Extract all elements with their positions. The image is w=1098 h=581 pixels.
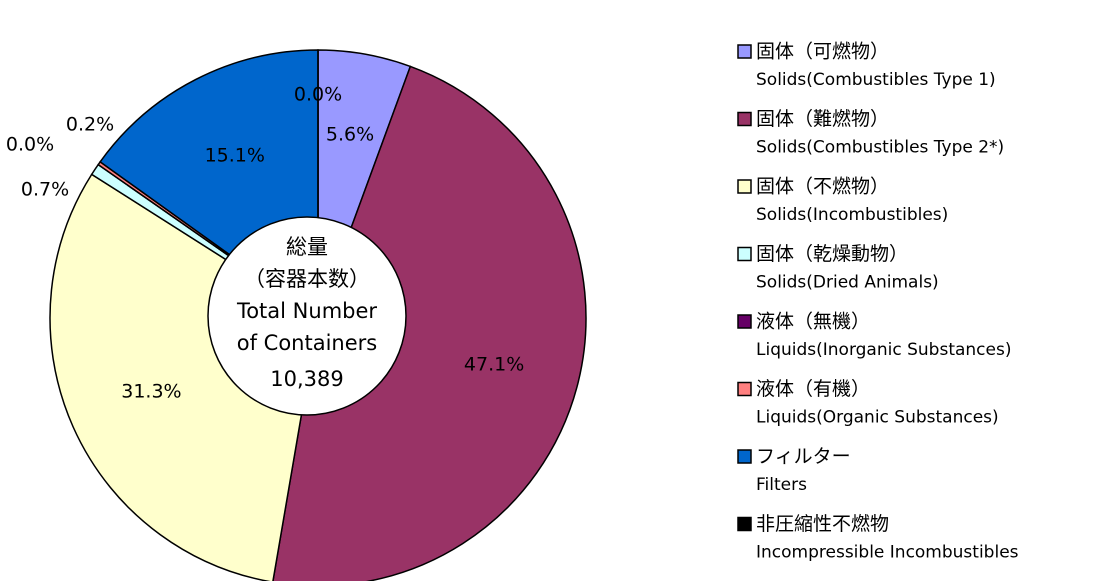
- data-label: 5.6%: [326, 124, 374, 146]
- legend-swatch: [737, 381, 752, 397]
- legend-label: 固体（乾燥動物）: [756, 243, 908, 265]
- data-label: 47.1%: [464, 353, 524, 375]
- legend-label-en: Solids(Dried Animals): [756, 273, 939, 293]
- legend-swatch: [737, 44, 752, 59]
- legend-label: 固体（不燃物）: [756, 176, 889, 198]
- data-label: 0.7%: [21, 179, 69, 201]
- center-label: （容器本数）: [244, 267, 370, 291]
- legend-label: フィルター: [756, 446, 851, 468]
- data-label: 0.2%: [66, 114, 114, 136]
- data-label: 0.0%: [6, 134, 54, 156]
- center-label: 総量: [286, 235, 328, 259]
- legend-label-en: Incompressible Incombustibles: [756, 543, 1019, 563]
- legend-label-en: Solids(Combustibles Type 1): [756, 70, 996, 90]
- legend-label-en: Filters: [756, 475, 807, 495]
- legend-label: 固体（可燃物）: [756, 41, 889, 63]
- legend-swatch: [737, 111, 752, 127]
- legend-swatch: [737, 179, 752, 194]
- legend-label: 固体（難燃物）: [756, 108, 889, 130]
- legend-label-en: Liquids(Inorganic Substances): [756, 340, 1011, 360]
- donut-hole: [207, 216, 407, 416]
- data-label: 15.1%: [205, 144, 265, 166]
- pie-slice: [272, 65, 587, 581]
- legend-swatch: [737, 314, 752, 329]
- legend-label: 液体（無機）: [756, 311, 870, 333]
- legend-swatch: [737, 449, 752, 464]
- legend-label-en: Liquids(Organic Substances): [756, 408, 999, 428]
- legend-swatch: [737, 246, 752, 262]
- legend-label: 非圧縮性不燃物: [756, 513, 889, 535]
- center-label: Total Number: [236, 299, 377, 323]
- legend-swatch: [737, 516, 752, 532]
- legend-label: 液体（有機）: [756, 378, 870, 400]
- legend-label-en: Solids(Combustibles Type 2*): [756, 138, 1004, 158]
- data-label: 31.3%: [121, 380, 181, 402]
- center-label: of Containers: [237, 331, 377, 355]
- center-total: 10,389: [270, 367, 343, 391]
- data-label: 0.0%: [294, 84, 342, 106]
- legend-label-en: Solids(Incombustibles): [756, 205, 948, 225]
